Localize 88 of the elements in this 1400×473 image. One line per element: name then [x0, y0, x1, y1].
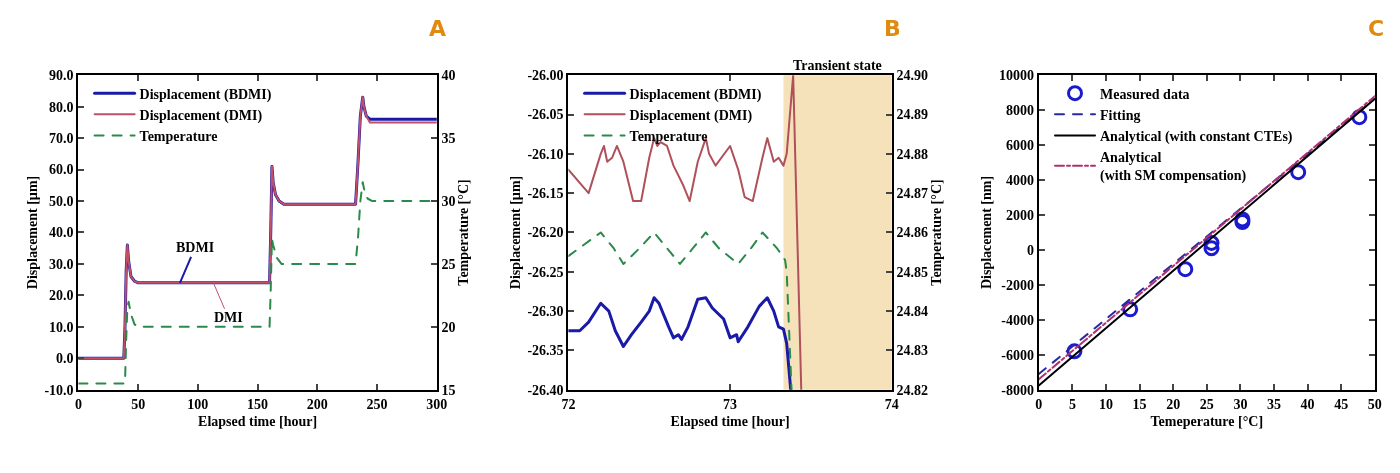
- y2-tick-label: 25: [441, 256, 456, 272]
- y-tick-label: 70.0: [49, 131, 74, 147]
- y-axis-title: Displacement [µm]: [24, 175, 40, 290]
- chart-title: C: [1368, 16, 1385, 41]
- y-tick-label: -4000: [1001, 312, 1034, 328]
- y-tick-label: -26.05: [527, 107, 564, 123]
- y-tick-label: -10.0: [44, 382, 74, 398]
- y-tick-label: 50.0: [49, 193, 74, 209]
- y2-tick-label: 24.85: [896, 264, 929, 280]
- y-axis-title: Displacement [nm]: [979, 175, 995, 290]
- annotation: DMI: [214, 310, 243, 325]
- x-tick-label: 35: [1267, 396, 1281, 412]
- y-tick-label: 60.0: [49, 162, 74, 178]
- y-axis-title: Displacement [µm]: [507, 175, 523, 290]
- y2-tick-label: 35: [441, 131, 456, 147]
- band-label: Transient state: [793, 58, 882, 73]
- legend-label: Fitting: [1100, 107, 1141, 123]
- chart-title: A: [429, 16, 447, 41]
- legend-label: Displacement (BDMI): [629, 86, 762, 103]
- y-tick-label: 10.0: [49, 319, 74, 335]
- x-tick-label: 25: [1199, 396, 1214, 412]
- x-tick-label: 100: [187, 396, 209, 412]
- x-tick-label: 150: [247, 396, 269, 412]
- y-tick-label: 40.0: [49, 225, 74, 241]
- legend-label: Temperature: [629, 129, 708, 145]
- legend-label: Analytical (with constant CTEs): [1100, 129, 1293, 146]
- y2-tick-label: 15: [441, 382, 456, 398]
- annotation: BDMI: [176, 240, 215, 255]
- y-tick-label: -26.40: [527, 382, 564, 398]
- y2-axis-title: Temperature [°C]: [928, 179, 944, 286]
- y-tick-label: 4000: [1006, 172, 1034, 188]
- y2-tick-label: 24.84: [896, 304, 929, 320]
- y-tick-label: 20.0: [49, 288, 74, 304]
- x-tick-label: 5: [1068, 396, 1076, 412]
- y-tick-label: 80.0: [49, 99, 74, 115]
- legend-label: Displacement (DMI): [629, 107, 753, 124]
- x-tick-label: 250: [366, 396, 388, 412]
- y2-tick-label: 24.87: [896, 186, 929, 202]
- y-tick-label: 8000: [1006, 103, 1034, 119]
- y-tick-label: -26.25: [527, 264, 564, 280]
- legend-label: Measured data: [1100, 86, 1190, 102]
- chart-title: B: [884, 16, 901, 41]
- x-tick-label: 15: [1132, 396, 1147, 412]
- x-tick-label: 50: [1367, 396, 1382, 412]
- x-tick-label: 300: [426, 396, 448, 412]
- y-tick-label: -26.20: [527, 225, 564, 241]
- legend-label: Displacement (DMI): [139, 107, 263, 124]
- y2-tick-label: 20: [441, 319, 456, 335]
- y2-tick-label: 24.86: [896, 225, 929, 241]
- y2-tick-label: 24.82: [896, 382, 929, 398]
- y-tick-label: 10000: [999, 68, 1034, 84]
- y-tick-label: 0.0: [56, 351, 74, 367]
- y-tick-label: 0: [1027, 242, 1034, 258]
- x-tick-label: 45: [1334, 396, 1349, 412]
- y-tick-label: 30.0: [49, 256, 74, 272]
- y-tick-label: -26.00: [527, 68, 564, 84]
- y2-tick-label: 24.90: [896, 68, 929, 84]
- x-tick-label: 72: [561, 396, 576, 412]
- y2-tick-label: 24.89: [896, 107, 929, 123]
- y2-tick-label: 24.83: [896, 343, 929, 359]
- legend-label: Displacement (BDMI): [139, 86, 272, 103]
- x-tick-label: 74: [884, 396, 899, 412]
- x-tick-label: 10: [1099, 396, 1113, 412]
- legend-label: Temperature: [139, 129, 218, 145]
- y2-tick-label: 40: [441, 68, 456, 84]
- legend-label: Analytical (with SM compensation): [1100, 150, 1247, 185]
- y-tick-label: -26.10: [527, 146, 564, 162]
- y-tick-label: -26.15: [527, 186, 564, 202]
- y-tick-label: -26.35: [527, 343, 564, 359]
- y-tick-label: -6000: [1001, 347, 1034, 363]
- x-tick-label: 40: [1300, 396, 1315, 412]
- y-tick-label: -8000: [1001, 382, 1034, 398]
- x-axis-title: Temeperature [°C]: [1150, 414, 1264, 430]
- y-tick-label: 90.0: [49, 68, 74, 84]
- y-tick-label: 6000: [1006, 138, 1034, 154]
- y-tick-label: -2000: [1001, 277, 1034, 293]
- y-tick-label: 2000: [1006, 207, 1034, 223]
- y2-axis-title: Temperature [°C]: [456, 179, 472, 286]
- y2-tick-label: 24.88: [896, 146, 929, 162]
- y2-tick-label: 30: [441, 193, 456, 209]
- x-tick-label: 50: [131, 396, 146, 412]
- x-tick-label: 73: [723, 396, 738, 412]
- x-tick-label: 200: [306, 396, 328, 412]
- x-tick-label: 30: [1233, 396, 1248, 412]
- x-axis-title: Elapsed time [hour]: [670, 414, 790, 430]
- x-tick-label: 20: [1166, 396, 1181, 412]
- y-tick-label: -26.30: [527, 304, 564, 320]
- x-axis-title: Elapsed time [hour]: [198, 414, 318, 430]
